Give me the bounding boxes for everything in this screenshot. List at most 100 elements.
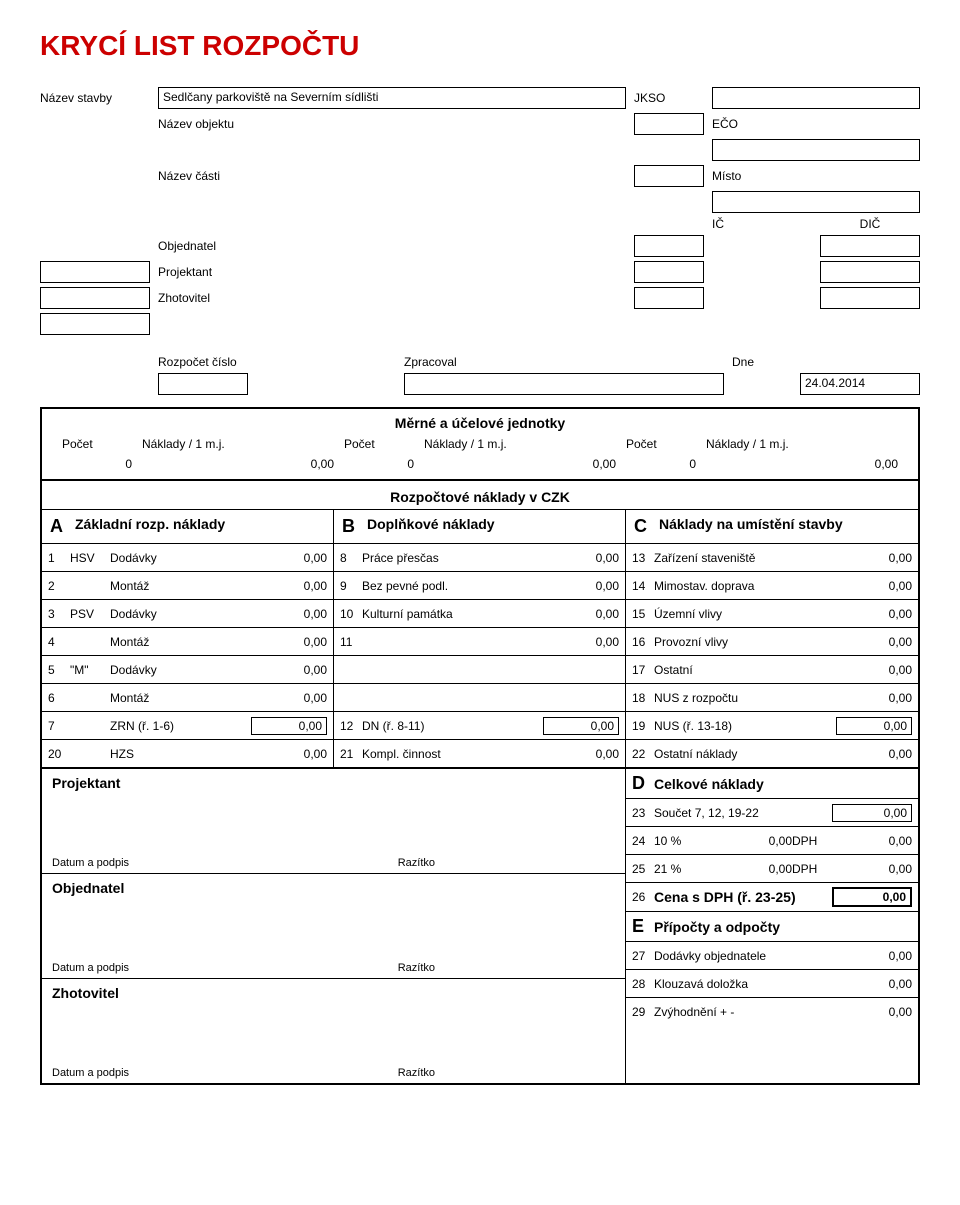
r28: 28 Klouzavá doložka 0,00 [626,970,918,998]
row-num: 14 [632,579,654,593]
row-num: 17 [632,663,654,677]
objednatel-sig: Objednatel [42,874,625,902]
signature-left: Projektant Datum a podpisRazítko Objedna… [42,769,626,1083]
table-row: 16Provozní vlivy0,00 [626,628,918,656]
projektant-dic [40,287,150,309]
table-row: 8Práce přesčas0,00 [334,544,625,572]
row-num: 2 [48,579,70,593]
table-row [334,656,625,684]
page-title: KRYCÍ LIST ROZPOČTU [40,30,920,62]
units-v3: 0 [344,457,414,471]
row-num: 8 [340,551,362,565]
col-c-header: CNáklady na umístění stavby [626,510,918,543]
zhotovitel-ic [820,287,920,309]
header-block: Název stavby Sedlčany parkoviště na Seve… [40,87,920,335]
table-row: 4Montáž0,00 [42,628,333,656]
row-label: Montáž [110,635,247,649]
projektant-value [634,261,704,283]
dne-value: 24.04.2014 [800,373,920,395]
row-label: NUS z rozpočtu [654,691,832,705]
objednatel-label: Objednatel [158,239,626,253]
ic-label: IČ [712,217,812,231]
zhotovitel-sig: Zhotovitel [42,979,625,1007]
zhotovitel-value [634,287,704,309]
zpracoval-label: Zpracoval [404,355,724,369]
row-value: 0,00 [247,579,327,593]
table-row: 12DN (ř. 8-11)0,00 [334,712,625,740]
row-value: 0,00 [832,579,912,593]
objednatel-dic [40,261,150,283]
zhotovitel-label: Zhotovitel [158,291,626,305]
row-num: 10 [340,607,362,621]
pocet-lbl-1: Počet [62,437,132,451]
row-value: 0,00 [247,607,327,621]
e-header: E Přípočty a odpočty [626,912,918,942]
row-label: NUS (ř. 13-18) [654,719,832,733]
zhotovitel-sig-line: Datum a podpisRazítko [42,1007,625,1083]
row-num: 15 [632,607,654,621]
row-code: "M" [70,663,110,677]
row-label: Zařízení staveniště [654,551,832,565]
row-value: 0,00 [832,635,912,649]
units-v1: 0 [62,457,132,471]
nazev-objektu-label: Název objektu [158,117,626,131]
naklady-lbl-1: Náklady / 1 m.j. [142,437,334,451]
nazev-casti-value [634,165,704,187]
row-num: 18 [632,691,654,705]
row-label: Práce přesčas [362,551,539,565]
objednatel-value [634,235,704,257]
row-num: 16 [632,635,654,649]
table-row: 7ZRN (ř. 1-6)0,00 [42,712,333,740]
row-value: 0,00 [539,551,619,565]
eco-label: EČO [712,117,812,131]
units-v5: 0 [626,457,696,471]
row-label: Dodávky [110,663,247,677]
pocet-lbl-2: Počet [344,437,414,451]
row-label: Ostatní náklady [654,747,832,761]
row-value: 0,00 [251,717,327,735]
column-a: 1HSVDodávky0,002Montáž0,003PSVDodávky0,0… [42,544,334,768]
r27: 27 Dodávky objednatele 0,00 [626,942,918,970]
table-row: 2Montáž0,00 [42,572,333,600]
row-label: Dodávky [110,607,247,621]
zhotovitel-dic [40,313,150,335]
table-row: 18NUS z rozpočtu0,00 [626,684,918,712]
row-label: Kulturní památka [362,607,539,621]
table-row: 13Zařízení staveniště0,00 [626,544,918,572]
row-value: 0,00 [832,663,912,677]
row-value: 0,00 [832,551,912,565]
units-header: Počet Náklady / 1 m.j. Počet Náklady / 1… [42,437,918,457]
costs-title: Rozpočtové náklady v CZK [42,481,918,509]
rozpocet-cislo-label: Rozpočet číslo [158,355,248,369]
dic-label: DIČ [820,217,920,231]
row-num: 3 [48,607,70,621]
row-num: 7 [48,719,70,733]
main-frame: Měrné a účelové jednotky Počet Náklady /… [40,407,920,1085]
nazev-casti-label: Název části [158,169,626,183]
nazev-stavby-value: Sedlčany parkoviště na Severním sídlišti [158,87,626,109]
row-num: 19 [632,719,654,733]
row-value: 0,00 [836,717,912,735]
zpracoval-value [404,373,724,395]
column-b: 8Práce přesčas0,009Bez pevné podl.0,0010… [334,544,626,768]
table-row: 9Bez pevné podl.0,00 [334,572,625,600]
rozpocet-row-vals: 24.04.2014 [40,373,920,395]
table-row: 5"M"Dodávky0,00 [42,656,333,684]
data-grid: 1HSVDodávky0,002Montáž0,003PSVDodávky0,0… [42,544,918,768]
row-value: 0,00 [543,717,619,735]
row-value: 0,00 [247,635,327,649]
row-label: Provozní vlivy [654,635,832,649]
table-row: 10Kulturní památka0,00 [334,600,625,628]
row-label: HZS [110,747,247,761]
table-row [334,684,625,712]
nazev-objektu-value [634,113,704,135]
rozpocet-row: Rozpočet číslo Zpracoval Dne [40,355,920,369]
r26: 26 Cena s DPH (ř. 23-25) 0,00 [626,883,918,912]
units-v2: 0,00 [142,457,334,471]
r24: 24 10 % 0,00 DPH 0,00 [626,827,918,855]
table-row: 110,00 [334,628,625,656]
eco-value [712,139,920,161]
row-value: 0,00 [832,691,912,705]
col-b-header: BDoplňkové náklady [334,510,626,543]
table-row: 21Kompl. činnost0,00 [334,740,625,768]
